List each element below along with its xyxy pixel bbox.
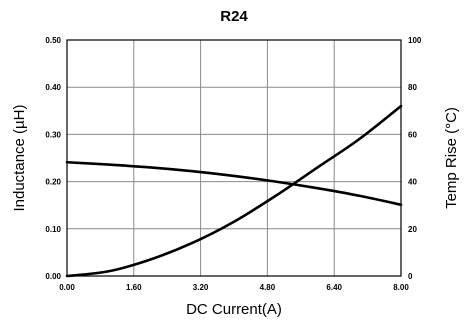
y-tick-label: 0.00: [45, 272, 61, 281]
y-axis-title: Inductance (µH): [11, 104, 28, 211]
chart-title: R24: [220, 8, 248, 25]
inductance-curve: [65, 160, 403, 207]
y2-tick-label: 80: [408, 83, 417, 92]
x-tick-label: 6.40: [326, 283, 342, 292]
x-tick-label: 1.60: [126, 283, 142, 292]
y-tick-label: 0.40: [45, 83, 61, 92]
y2-axis-title: Temp Rise (°C): [443, 107, 460, 209]
y2-tick-label: 0: [408, 272, 413, 281]
y-tick-labels: 0.00 0.10 0.20 0.30 0.40 0.50: [45, 36, 61, 281]
x-tick-label: 4.80: [260, 283, 276, 292]
y-tick-label: 0.30: [45, 130, 61, 139]
y2-tick-label: 60: [408, 130, 417, 139]
x-tick-label: 8.00: [393, 283, 409, 292]
y2-tick-labels: 0 20 40 60 80 100: [408, 36, 422, 281]
y2-tick-label: 20: [408, 225, 417, 234]
y2-tick-label: 40: [408, 178, 417, 187]
temp-rise-curve: [65, 104, 403, 278]
x-tick-label: 3.20: [193, 283, 209, 292]
x-axis-title: DC Current(A): [186, 301, 282, 318]
y-tick-label: 0.20: [45, 178, 61, 187]
y2-tick-label: 100: [408, 36, 422, 45]
x-tick-labels: 0.00 1.60 3.20 4.80 6.40 8.00: [59, 283, 409, 292]
y-tick-label: 0.50: [45, 36, 61, 45]
series-curves: [65, 104, 403, 278]
plot-frame: [66, 39, 402, 277]
y-tick-label: 0.10: [45, 225, 61, 234]
grid-lines: [67, 40, 401, 276]
x-tick-label: 0.00: [59, 283, 75, 292]
